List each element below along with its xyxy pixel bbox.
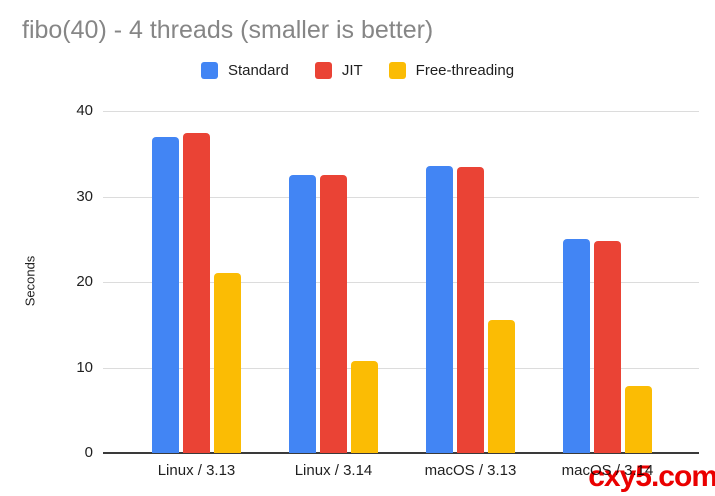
gridline-30 [103,196,699,198]
bar-jit-linux-3-13 [183,133,210,453]
x-label-linux-3-13: Linux / 3.13 [157,462,236,479]
legend-swatch-jit [314,62,332,79]
y-axis-label: Seconds [22,255,38,307]
plot-area [103,111,699,454]
bar-group-linux-3-13 [152,111,241,453]
x-label-macos-3-14: macOS / 3.14 [561,462,654,479]
x-label-macos-3-13: macOS / 3.13 [424,462,517,479]
bar-free-threading-linux-3-14 [351,360,378,453]
gridline-10 [103,367,699,369]
y-tick-label-40: 40 [76,102,93,119]
bar-free-threading-macos-3-13 [488,319,515,453]
legend-item-jit: JIT [314,62,363,79]
bar-standard-linux-3-14 [289,175,316,453]
x-axis-baseline [103,452,699,454]
y-tick-label-10: 10 [76,358,93,376]
legend-label-free-threading: Free-threading [415,62,515,79]
gridline-20 [103,282,699,283]
bar-free-threading-macos-3-14 [625,386,652,453]
legend-item-free-threading: Free-threading [388,62,515,79]
y-tick-label-0: 0 [84,444,93,461]
bar-jit-macos-3-13 [457,167,484,453]
bar-standard-linux-3-13 [152,136,179,453]
legend-swatch-free-threading [388,62,406,79]
bar-standard-macos-3-13 [426,165,453,453]
x-label-linux-3-14: Linux / 3.14 [294,462,373,479]
bar-group-linux-3-14 [289,111,378,453]
legend-label-jit: JIT [341,62,363,79]
chart-title: fibo(40) - 4 threads (smaller is better) [22,16,434,44]
legend-label-standard: Standard [227,62,289,79]
legend-item-standard: Standard [200,62,289,79]
legend: Standard JIT Free-threading [0,62,715,79]
y-tick-label-30: 30 [76,187,93,205]
bar-group-macos-3-13 [426,111,515,453]
watermark: cxy5.com [588,460,715,493]
bar-free-threading-linux-3-13 [214,272,241,453]
legend-swatch-standard [200,62,218,79]
gridline-40 [103,111,699,112]
bar-group-macos-3-14 [563,111,652,453]
bar-jit-macos-3-14 [594,240,621,453]
bar-jit-linux-3-14 [320,175,347,453]
bar-standard-macos-3-14 [563,239,590,453]
y-tick-label-20: 20 [76,273,93,290]
